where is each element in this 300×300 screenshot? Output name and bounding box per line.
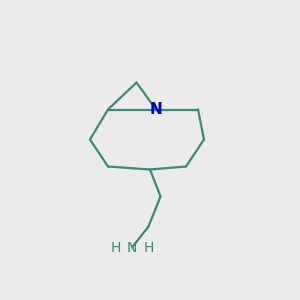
- Text: H: H: [143, 241, 154, 254]
- Text: N: N: [127, 241, 137, 254]
- Text: H: H: [110, 241, 121, 254]
- Text: N: N: [150, 102, 162, 117]
